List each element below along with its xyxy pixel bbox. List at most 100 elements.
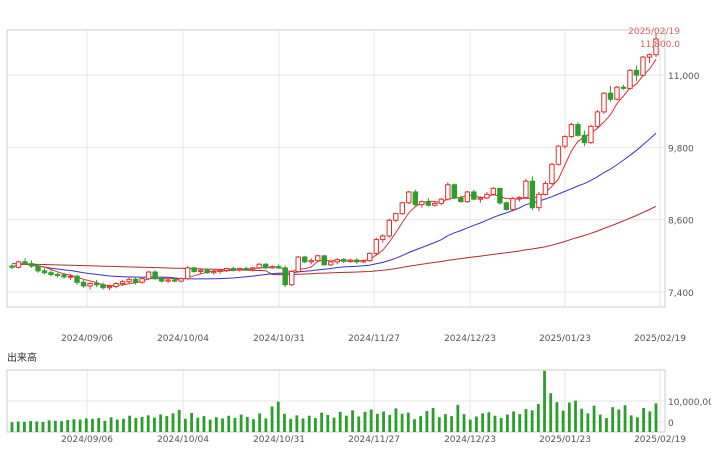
candle-body [588,125,594,144]
candle [262,263,269,270]
volume-y-tick: 10,000,00 [668,398,711,408]
candle [367,252,373,262]
volume-bar [475,416,478,432]
volume-bar [369,409,373,432]
volume-bars [10,370,658,432]
candle-body [152,271,158,280]
volume-bar [382,411,385,432]
candle [594,110,601,129]
volume-bar [221,418,224,432]
volume-bar [332,417,336,432]
volume-bar [16,421,20,432]
candle [295,255,301,273]
candle-body [627,69,633,89]
volume-bar [512,411,515,432]
candle [54,272,61,278]
volume-bar [264,418,268,432]
candle [503,201,510,211]
candle-body [191,267,197,272]
volume-bar [72,419,76,432]
candle-body [536,193,542,209]
candle [9,264,15,270]
volume-bar [499,418,503,432]
candle [471,189,477,201]
volume-bar [29,421,32,432]
candle [653,33,659,58]
volume-x-tick: 2025/01/23 [539,435,591,445]
volume-bar [375,413,379,432]
volume-bar [425,411,429,432]
price-x-tick: 2025/01/23 [539,334,591,344]
volume-bar [165,416,169,432]
volume-bar [196,417,200,432]
volume-bar [363,411,367,432]
volume-bar [549,393,553,432]
volume-bar [648,411,652,432]
candle-body [399,202,406,215]
volume-bar [134,418,138,432]
candle-body [341,258,347,262]
candle [113,282,119,289]
candle [126,276,132,284]
candle-body [35,265,41,272]
candle-body [22,261,28,265]
volume-title: 出来高 [7,351,37,364]
volume-bar [555,402,559,432]
candle [633,65,640,82]
candle [568,122,575,138]
candle-body [289,270,295,286]
candle [119,279,126,286]
candle [412,189,419,207]
candle-body [432,202,438,206]
ma-short-line [11,59,657,287]
candle [191,266,197,273]
volume-bar [202,416,206,432]
candle-body [438,198,445,204]
candle-body [419,201,425,206]
candle [646,53,653,64]
candle [152,270,158,280]
candle [341,258,347,264]
candle [490,187,497,196]
volume-bar [146,415,150,432]
volume-x-tick: 2025/02/19 [634,435,686,445]
candle [87,282,93,290]
candle-body [54,273,61,276]
candle [35,264,41,273]
candle [282,265,288,288]
candle-body [165,279,171,282]
candle [256,263,262,270]
volume-bar [567,402,571,432]
candle [171,277,178,283]
candle-body [471,191,477,200]
volume-bar [109,417,113,432]
candle-body [308,260,314,263]
candle [399,201,406,215]
candle-body [484,193,490,199]
candle-body [217,269,223,272]
volume-bar [227,415,231,432]
volume-bar [128,415,132,432]
candle [575,122,581,137]
volume-bar [462,414,466,432]
price-y-tick: 7,400 [668,289,694,299]
candle-body [158,278,165,282]
candle [22,258,28,265]
candle-body [223,267,230,271]
candle [562,135,568,149]
candle [249,267,256,272]
volume-bar [580,408,584,432]
candle [106,284,113,291]
volume-bar [122,418,125,432]
volume-bar [153,417,156,432]
candle-body [458,197,464,203]
candle [230,266,236,272]
candle [289,270,295,286]
candle-body [614,86,620,100]
candle [516,196,523,202]
candle [354,258,360,264]
price-grid [7,30,665,307]
candle-body [490,187,497,195]
volume-bar [493,415,497,432]
candle [386,218,392,238]
